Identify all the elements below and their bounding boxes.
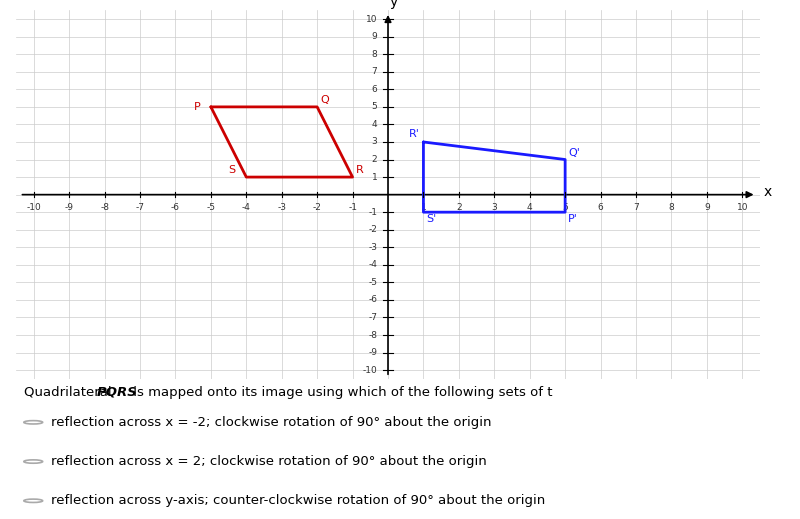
Text: S: S	[229, 166, 236, 175]
Text: -8: -8	[368, 331, 378, 339]
Text: 5: 5	[372, 102, 378, 112]
Text: y: y	[389, 0, 398, 9]
Text: -9: -9	[65, 202, 74, 212]
Text: -10: -10	[362, 365, 378, 375]
Text: 5: 5	[562, 202, 568, 212]
Text: is mapped onto its image using which of the following sets of t: is mapped onto its image using which of …	[129, 386, 552, 399]
Text: -1: -1	[368, 208, 378, 216]
Text: R': R'	[410, 129, 420, 139]
Text: -7: -7	[135, 202, 145, 212]
Text: 3: 3	[372, 138, 378, 146]
Text: -4: -4	[242, 202, 250, 212]
Text: 3: 3	[491, 202, 497, 212]
Text: Q': Q'	[568, 148, 580, 158]
Text: -3: -3	[368, 243, 378, 252]
Text: x: x	[763, 185, 772, 199]
Text: Quadrilateral: Quadrilateral	[24, 386, 116, 399]
Text: 8: 8	[372, 50, 378, 59]
Text: -10: -10	[26, 202, 41, 212]
Text: 2: 2	[372, 155, 378, 164]
Text: -5: -5	[206, 202, 215, 212]
Text: 6: 6	[372, 85, 378, 94]
Text: P': P'	[568, 214, 578, 224]
Text: reflection across x = 2; clockwise rotation of 90° about the origin: reflection across x = 2; clockwise rotat…	[51, 455, 487, 468]
Text: -5: -5	[368, 278, 378, 287]
Text: 4: 4	[527, 202, 533, 212]
Text: 7: 7	[633, 202, 639, 212]
Text: 6: 6	[598, 202, 603, 212]
Text: -9: -9	[368, 348, 378, 357]
Text: 10: 10	[737, 202, 748, 212]
Text: 7: 7	[372, 67, 378, 76]
Text: 2: 2	[456, 202, 462, 212]
Text: R: R	[356, 166, 363, 175]
Text: 10: 10	[366, 15, 378, 24]
Text: reflection across x = -2; clockwise rotation of 90° about the origin: reflection across x = -2; clockwise rota…	[51, 416, 492, 429]
Text: -2: -2	[313, 202, 322, 212]
Text: 8: 8	[669, 202, 674, 212]
Text: P: P	[194, 102, 200, 112]
Text: -6: -6	[368, 295, 378, 305]
Text: -8: -8	[100, 202, 109, 212]
Text: S': S'	[426, 214, 437, 224]
Text: -3: -3	[278, 202, 286, 212]
Text: 1: 1	[421, 202, 426, 212]
Text: -1: -1	[348, 202, 357, 212]
Text: -7: -7	[368, 313, 378, 322]
Text: 9: 9	[704, 202, 710, 212]
Text: -2: -2	[369, 225, 378, 234]
Text: 9: 9	[372, 32, 378, 41]
Text: reflection across y-axis; counter-clockwise rotation of 90° about the origin: reflection across y-axis; counter-clockw…	[51, 494, 546, 507]
Text: 4: 4	[372, 120, 378, 129]
Text: PQRS: PQRS	[97, 386, 138, 399]
Text: 1: 1	[372, 173, 378, 182]
Text: -6: -6	[171, 202, 180, 212]
Text: Q: Q	[320, 95, 329, 105]
Text: -4: -4	[369, 261, 378, 269]
